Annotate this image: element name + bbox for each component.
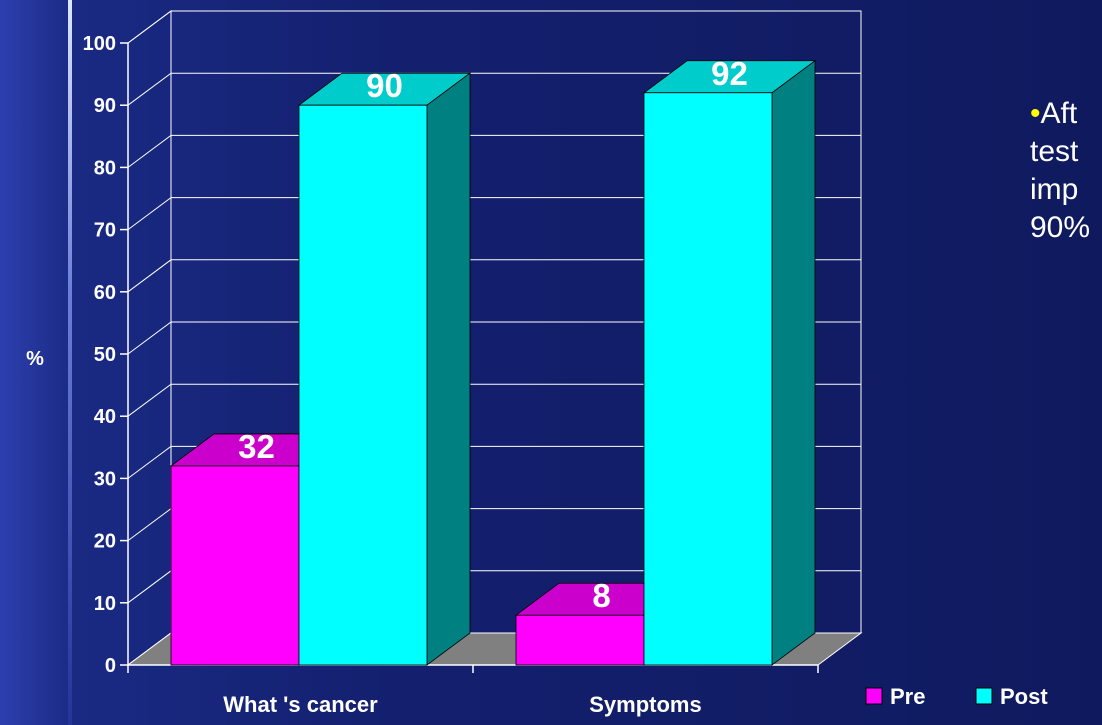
bar-front-face <box>515 614 645 666</box>
gridline <box>127 134 861 168</box>
legend-swatch <box>975 687 993 705</box>
side-note-text-2: test <box>1030 135 1079 168</box>
side-note-text-4: 90% <box>1030 211 1091 244</box>
y-tick-labels: 0 10 20 30 40 50 60 70 80 90 100 <box>83 33 116 677</box>
y-tick-label: 20 <box>94 531 116 553</box>
gridline <box>127 383 861 417</box>
data-label: 92 <box>711 55 748 92</box>
side-note-text-3: imp <box>1030 173 1079 206</box>
legend-swatch <box>865 687 883 705</box>
bars <box>169 59 817 666</box>
y-tick-label: 50 <box>94 344 116 366</box>
y-axis-title: % <box>26 348 44 370</box>
data-label: 32 <box>238 428 275 465</box>
bar-side-face <box>426 72 471 666</box>
y-tick-label: 100 <box>83 33 116 55</box>
y-tick-label: 70 <box>94 220 116 242</box>
gridline <box>127 321 861 355</box>
gridline <box>127 259 861 293</box>
y-tick-label: 0 <box>105 655 116 677</box>
bar-side-face <box>771 59 816 666</box>
legend-label: Pre <box>890 684 925 709</box>
chart-gridlines <box>127 10 861 666</box>
slide-left-accent <box>0 0 72 725</box>
y-tick-label: 30 <box>94 468 116 490</box>
data-labels: 32 90 8 92 <box>238 55 748 614</box>
bar-front-face <box>298 104 428 666</box>
y-tick-label: 40 <box>94 406 116 428</box>
side-note: •Aft test imp 90% <box>1030 95 1102 247</box>
slide-left-divider <box>68 0 72 725</box>
bar-front-face <box>643 92 773 666</box>
gridline <box>127 197 861 231</box>
side-note-text-1: Aft <box>1040 97 1078 130</box>
category-labels: What 's cancer Symptoms <box>223 692 701 717</box>
gridline <box>127 445 861 479</box>
legend-label: Post <box>1000 684 1048 709</box>
legend-item-pre: Pre <box>865 684 925 709</box>
bar-front-face <box>170 465 300 666</box>
data-label: 90 <box>366 67 403 104</box>
y-tick-label: 10 <box>94 593 116 615</box>
category-label: What 's cancer <box>223 692 378 717</box>
gridline <box>127 10 861 44</box>
category-label: Symptoms <box>589 692 701 717</box>
legend-item-post: Post <box>975 684 1048 709</box>
data-label: 8 <box>592 577 610 614</box>
bar-post-1 <box>642 59 817 666</box>
gridline <box>127 72 861 106</box>
legend: Pre Post <box>865 684 1048 709</box>
side-note-line-1: •Aft <box>1030 95 1102 133</box>
bar-post-0 <box>297 72 472 666</box>
y-tick-label: 80 <box>94 157 116 179</box>
bullet-icon: • <box>1030 97 1041 130</box>
y-tick-label: 60 <box>94 282 116 304</box>
y-tick-label: 90 <box>94 95 116 117</box>
